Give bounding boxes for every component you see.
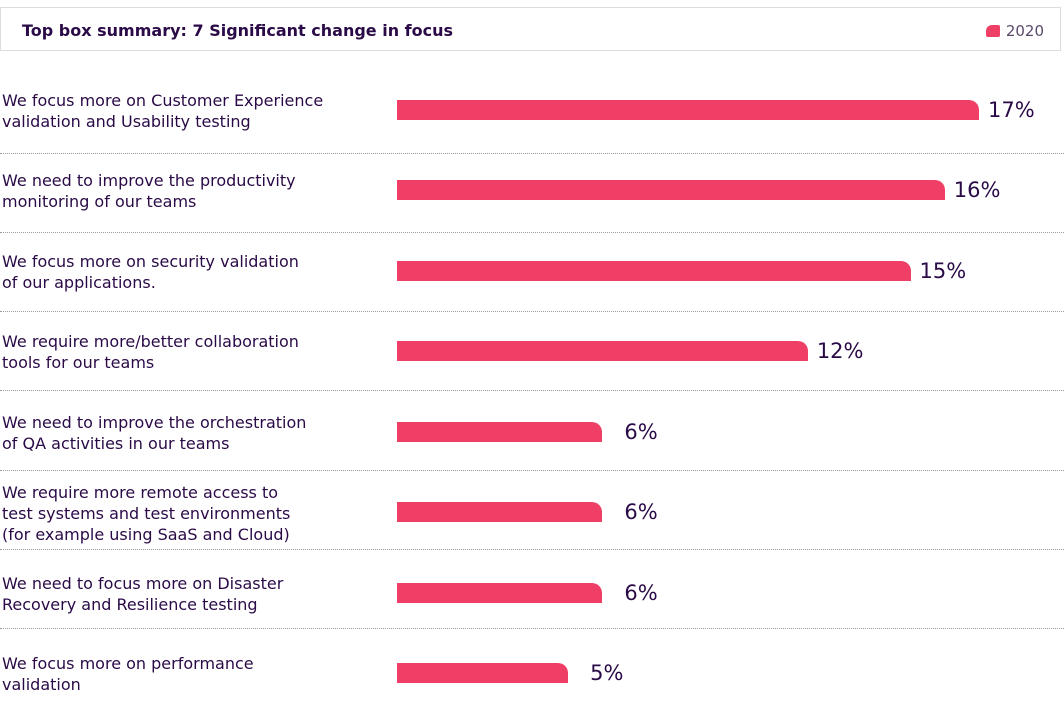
value-label: 15% bbox=[919, 259, 967, 283]
category-label: We need to improve the orchestration of Q… bbox=[2, 412, 382, 454]
category-label-line: We focus more on performance bbox=[2, 654, 254, 673]
value-label: 5% bbox=[590, 661, 624, 685]
category-label: We focus more on Customer Experience vali… bbox=[2, 90, 382, 132]
chart-title: Top box summary: 7 Significant change in… bbox=[22, 21, 454, 40]
category-label-line: test systems and test environments bbox=[2, 503, 291, 523]
value-label: 6% bbox=[624, 581, 658, 605]
row-divider bbox=[0, 470, 1064, 471]
category-label-line: We focus more on Customer Experience bbox=[2, 91, 324, 110]
category-label: We require more/better collaboration tool… bbox=[2, 331, 382, 373]
category-label-line: We need to focus more on Disaster bbox=[2, 574, 284, 593]
category-label: We need to improve the productivity monit… bbox=[2, 170, 382, 212]
category-label: We need to focus more on Disaster Recover… bbox=[2, 573, 382, 615]
bar bbox=[397, 663, 569, 683]
bar bbox=[397, 180, 945, 200]
category-label-line: tools for our teams bbox=[2, 353, 155, 372]
row-divider bbox=[0, 153, 1064, 154]
value-label: 6% bbox=[624, 500, 658, 524]
category-label-line: Recovery and Resilience testing bbox=[2, 595, 258, 614]
value-label: 16% bbox=[953, 178, 1001, 202]
category-label: We focus more on security validation of o… bbox=[2, 251, 382, 293]
category-label-line: We need to improve the productivity bbox=[2, 171, 296, 190]
category-label-line: (for example using SaaS and Cloud) bbox=[2, 524, 290, 544]
legend-swatch bbox=[985, 25, 1000, 37]
bar bbox=[397, 502, 603, 522]
row-divider bbox=[0, 311, 1064, 312]
bar bbox=[397, 100, 979, 120]
bar bbox=[397, 422, 603, 442]
row-divider bbox=[0, 232, 1064, 233]
value-label: 6% bbox=[624, 420, 658, 444]
category-label: We focus more on performance validation bbox=[2, 653, 382, 695]
category-label-line: monitoring of our teams bbox=[2, 192, 197, 211]
bar bbox=[397, 261, 911, 281]
category-label: We require more remote access to test sys… bbox=[2, 482, 382, 545]
category-label-line: We focus more on security validation bbox=[2, 252, 299, 271]
chart-header: Top box summary: 7 Significant change in… bbox=[0, 7, 1061, 51]
bar bbox=[397, 583, 603, 603]
category-label-line: We need to improve the orchestration bbox=[2, 413, 307, 432]
bar bbox=[397, 341, 808, 361]
legend-label: 2020 bbox=[1005, 22, 1044, 40]
category-label-line: of our applications. bbox=[2, 273, 156, 292]
category-label-line: We require more remote access to bbox=[2, 482, 279, 502]
value-label: 17% bbox=[988, 98, 1035, 122]
row-divider bbox=[0, 549, 1064, 550]
row-divider bbox=[0, 628, 1064, 629]
category-label-line: of QA activities in our teams bbox=[2, 434, 230, 453]
value-label: 12% bbox=[816, 339, 864, 363]
category-label-line: We require more/better collaboration bbox=[2, 332, 299, 351]
legend: 2020 bbox=[985, 22, 1044, 40]
category-label-line: validation and Usability testing bbox=[2, 112, 251, 131]
row-divider bbox=[0, 390, 1064, 391]
category-label-line: validation bbox=[2, 675, 81, 694]
